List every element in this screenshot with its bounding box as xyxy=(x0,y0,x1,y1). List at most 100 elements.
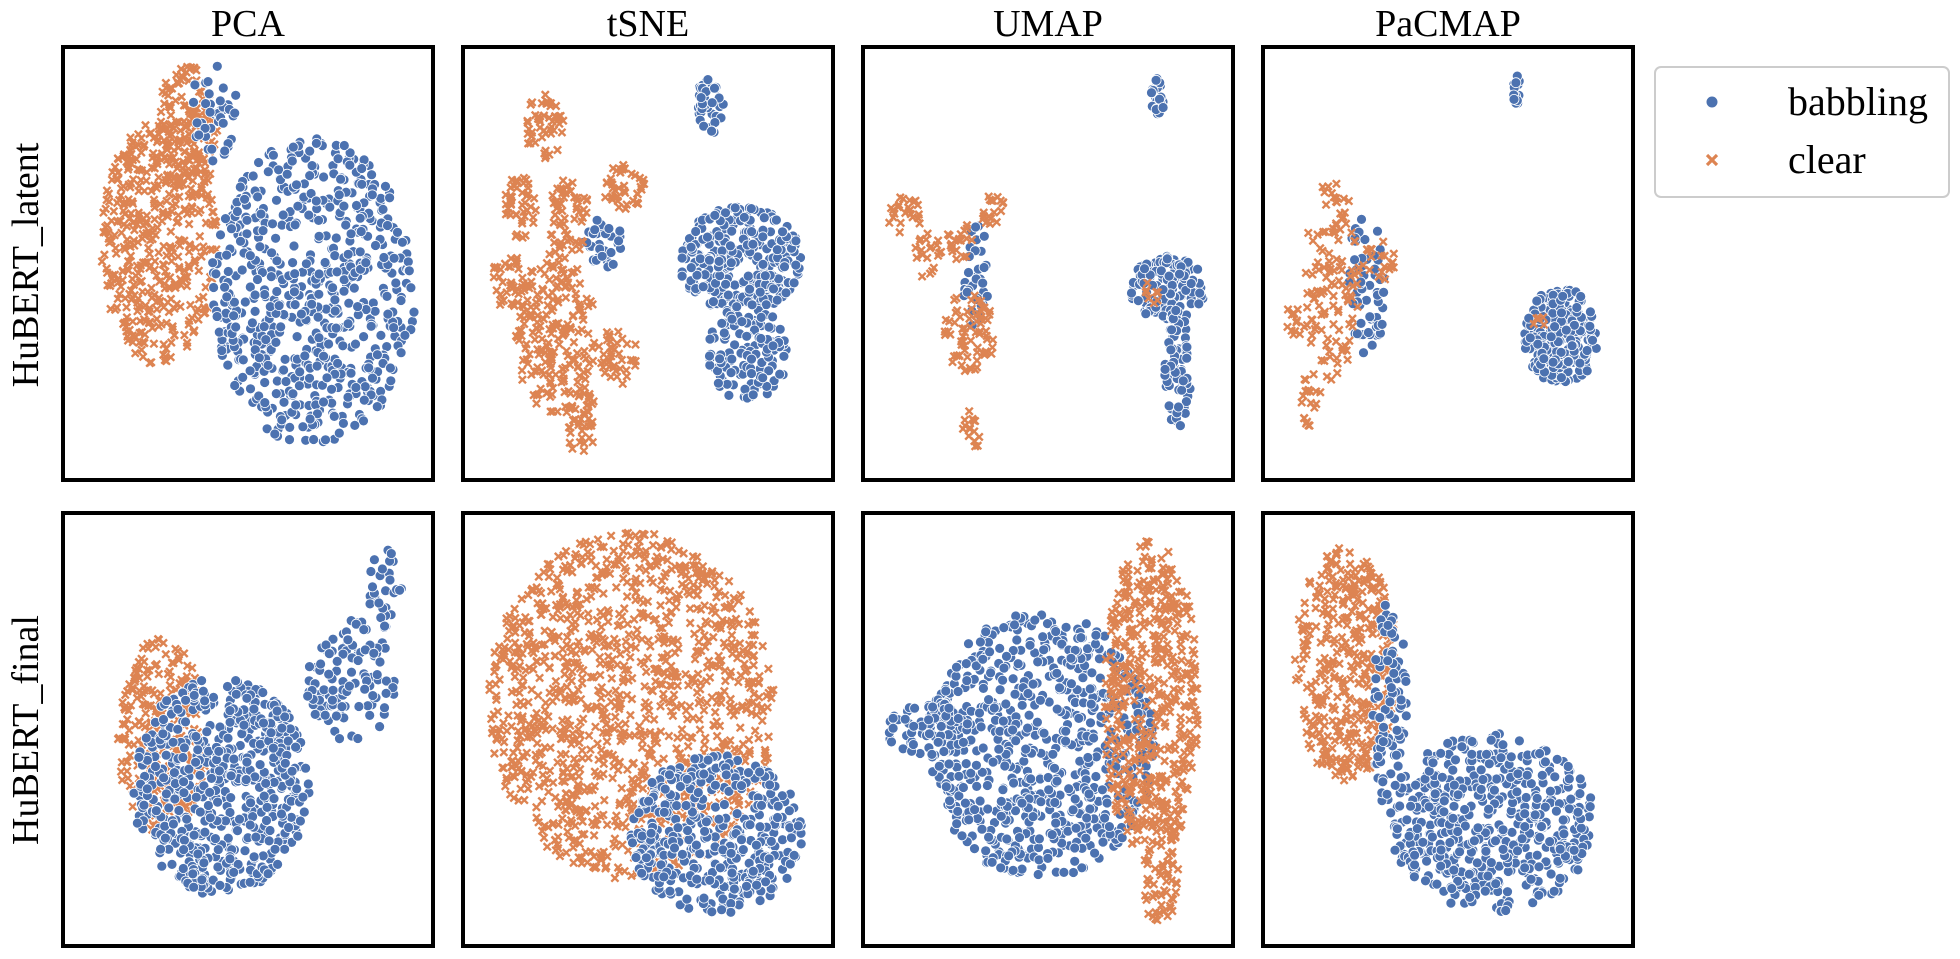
point-babbling xyxy=(244,365,256,377)
point-babbling xyxy=(304,661,315,672)
point-babbling xyxy=(690,226,702,237)
point-babbling xyxy=(213,746,225,757)
point-babbling xyxy=(742,270,754,282)
point-clear xyxy=(158,350,168,360)
point-babbling xyxy=(294,366,306,378)
point-babbling xyxy=(222,266,234,277)
point-babbling xyxy=(247,170,259,182)
point-babbling xyxy=(131,817,143,829)
point-babbling xyxy=(713,377,724,389)
point-clear xyxy=(152,271,162,281)
point-babbling xyxy=(352,301,364,313)
point-babbling xyxy=(225,792,237,803)
point-babbling xyxy=(258,717,269,729)
point-babbling xyxy=(716,317,728,329)
point-clear xyxy=(185,300,195,310)
point-clear xyxy=(641,667,651,677)
point-clear xyxy=(518,673,528,683)
point-babbling xyxy=(276,414,288,426)
point-babbling xyxy=(244,876,256,888)
point-babbling xyxy=(214,880,226,891)
point-clear xyxy=(189,147,199,157)
point-clear xyxy=(1307,270,1317,279)
point-babbling xyxy=(1157,102,1169,113)
point-babbling xyxy=(310,195,322,207)
point-clear xyxy=(951,254,961,264)
point-babbling xyxy=(323,668,335,680)
point-clear xyxy=(896,218,906,228)
point-babbling xyxy=(352,733,364,744)
panel-hubert-latent-pacmap xyxy=(1261,45,1635,482)
point-clear xyxy=(557,813,567,823)
point-clear xyxy=(623,619,633,629)
point-clear xyxy=(159,99,169,109)
point-babbling xyxy=(204,812,216,824)
point-clear xyxy=(207,207,217,217)
point-clear xyxy=(164,307,174,317)
point-clear xyxy=(174,235,184,245)
point-babbling xyxy=(255,208,267,220)
point-babbling xyxy=(326,383,338,395)
point-clear xyxy=(132,261,142,271)
point-babbling xyxy=(744,283,755,295)
point-babbling xyxy=(178,776,190,788)
point-babbling xyxy=(249,289,261,301)
point-babbling xyxy=(768,283,779,295)
point-babbling xyxy=(315,658,327,670)
point-clear xyxy=(685,618,695,628)
point-clear xyxy=(895,227,905,237)
point-clear xyxy=(555,613,565,623)
point-clear xyxy=(152,223,162,232)
point-babbling xyxy=(704,333,716,345)
point-babbling xyxy=(1378,286,1389,298)
point-babbling xyxy=(343,680,355,692)
point-babbling xyxy=(290,399,302,411)
point-babbling xyxy=(158,772,170,784)
point-babbling xyxy=(374,721,386,732)
point-clear xyxy=(677,724,687,734)
point-clear xyxy=(200,177,209,187)
point-babbling xyxy=(236,264,248,276)
point-clear xyxy=(489,749,499,758)
point-clear xyxy=(189,64,199,74)
point-babbling xyxy=(1556,307,1567,319)
point-babbling xyxy=(695,92,707,103)
point-clear xyxy=(171,157,180,167)
point-clear xyxy=(140,330,150,339)
point-babbling xyxy=(140,732,152,744)
point-clear xyxy=(694,714,704,724)
point-babbling xyxy=(204,787,216,798)
point-babbling xyxy=(334,733,345,744)
point-babbling xyxy=(725,257,737,269)
point-clear xyxy=(201,218,211,228)
point-babbling xyxy=(1510,77,1522,89)
point-babbling xyxy=(313,288,325,300)
point-babbling xyxy=(244,819,256,831)
point-clear xyxy=(606,372,616,382)
point-babbling xyxy=(1356,213,1367,225)
point-clear xyxy=(124,289,134,299)
point-clear xyxy=(622,592,632,601)
point-babbling xyxy=(345,228,357,240)
point-clear xyxy=(190,258,200,268)
point-clear xyxy=(1315,243,1325,253)
point-babbling xyxy=(395,295,407,306)
point-clear xyxy=(129,225,139,235)
point-babbling xyxy=(265,271,277,283)
point-babbling xyxy=(286,155,298,167)
point-babbling xyxy=(172,703,184,715)
point-babbling xyxy=(270,232,282,244)
point-babbling xyxy=(172,723,184,735)
point-babbling xyxy=(228,310,240,322)
point-clear xyxy=(542,842,552,852)
point-clear xyxy=(917,271,927,281)
point-clear xyxy=(541,698,551,708)
point-babbling xyxy=(774,323,786,335)
point-babbling xyxy=(180,694,192,706)
point-clear xyxy=(183,155,193,165)
point-babbling xyxy=(238,719,250,731)
point-babbling xyxy=(1161,253,1173,265)
point-babbling xyxy=(1170,305,1182,316)
point-clear xyxy=(146,128,156,138)
point-babbling xyxy=(754,286,766,298)
